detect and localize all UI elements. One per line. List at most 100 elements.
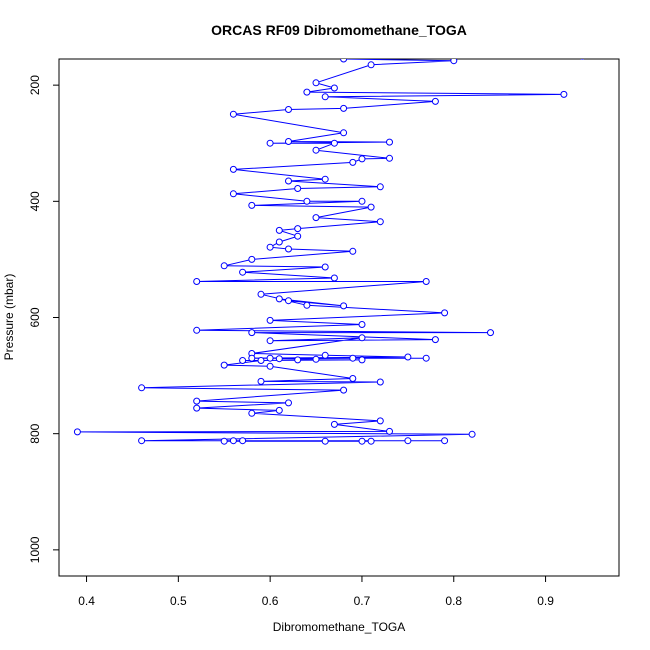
data-point bbox=[248, 409, 256, 417]
data-point bbox=[229, 165, 237, 173]
data-point bbox=[386, 138, 393, 146]
data-point bbox=[266, 139, 274, 147]
chart-title: ORCAS RF09 Dibromomethane_TOGA bbox=[211, 22, 467, 38]
data-point bbox=[441, 309, 449, 317]
data-point bbox=[386, 154, 393, 162]
data-point bbox=[431, 336, 439, 344]
x-tick-label: 0.7 bbox=[354, 594, 371, 608]
y-axis-label: Pressure (mbar) bbox=[2, 274, 16, 361]
data-point bbox=[367, 61, 375, 69]
data-point bbox=[330, 274, 338, 282]
y-tick-label: 600 bbox=[28, 307, 42, 327]
y-axis: 200 400 600 800 1000 bbox=[28, 75, 59, 563]
data-point bbox=[580, 59, 585, 60]
data-point bbox=[239, 437, 247, 445]
data-point bbox=[266, 243, 274, 251]
data-point bbox=[560, 90, 568, 98]
y-tick-label: 200 bbox=[28, 75, 42, 95]
data-point bbox=[312, 79, 320, 87]
data-point bbox=[312, 214, 320, 222]
data-point bbox=[487, 329, 494, 337]
data-point bbox=[275, 295, 283, 303]
data-point bbox=[303, 301, 311, 309]
data-series bbox=[73, 59, 585, 445]
y-tick-label: 400 bbox=[28, 191, 42, 211]
data-point bbox=[386, 427, 393, 435]
series-line bbox=[77, 59, 564, 442]
data-point bbox=[257, 377, 265, 385]
data-point bbox=[266, 354, 274, 362]
data-point bbox=[294, 185, 302, 192]
data-point bbox=[358, 437, 366, 445]
data-point bbox=[358, 356, 366, 364]
data-point bbox=[220, 361, 228, 369]
data-point bbox=[220, 262, 228, 270]
x-tick-label: 0.6 bbox=[262, 594, 279, 608]
data-point bbox=[239, 357, 247, 364]
data-point bbox=[376, 378, 384, 386]
data-point bbox=[275, 355, 283, 363]
x-tick-label: 0.8 bbox=[445, 594, 462, 608]
data-point bbox=[340, 386, 348, 394]
data-point bbox=[312, 355, 320, 363]
data-point bbox=[285, 399, 292, 407]
data-point bbox=[367, 437, 375, 445]
data-point bbox=[376, 417, 384, 425]
data-point bbox=[330, 420, 338, 428]
data-point bbox=[257, 290, 265, 298]
data-point bbox=[294, 356, 302, 364]
data-point bbox=[257, 357, 265, 364]
data-point bbox=[330, 139, 338, 147]
data-point bbox=[248, 255, 256, 263]
data-point bbox=[358, 155, 366, 163]
data-point bbox=[340, 302, 348, 310]
data-point bbox=[275, 406, 283, 414]
data-point bbox=[266, 337, 274, 345]
data-point bbox=[404, 353, 412, 361]
y-tick-label: 1000 bbox=[28, 536, 42, 563]
data-point bbox=[422, 278, 430, 285]
data-point bbox=[193, 278, 201, 285]
data-point bbox=[358, 334, 366, 342]
x-axis-label: Dibromomethane_TOGA bbox=[273, 620, 406, 634]
data-point bbox=[321, 263, 329, 271]
data-point bbox=[340, 104, 348, 112]
data-point bbox=[404, 437, 412, 445]
data-point bbox=[220, 437, 228, 445]
data-point bbox=[330, 84, 338, 92]
data-point bbox=[376, 218, 384, 226]
data-point bbox=[321, 175, 329, 183]
data-point bbox=[193, 397, 201, 405]
data-point bbox=[349, 247, 357, 255]
data-point bbox=[349, 375, 357, 382]
data-point bbox=[321, 93, 329, 101]
data-point bbox=[340, 129, 348, 137]
data-point bbox=[294, 225, 302, 233]
data-point bbox=[275, 238, 283, 246]
data-point bbox=[441, 437, 449, 445]
data-point bbox=[193, 404, 201, 412]
data-point bbox=[229, 437, 237, 445]
data-point bbox=[321, 437, 329, 445]
data-point bbox=[285, 297, 292, 305]
data-point bbox=[248, 201, 256, 209]
x-tick-label: 0.9 bbox=[537, 594, 554, 608]
data-point bbox=[468, 430, 476, 438]
data-point bbox=[303, 88, 311, 96]
data-point bbox=[138, 437, 146, 445]
data-point bbox=[358, 321, 366, 328]
data-point bbox=[285, 177, 292, 185]
data-point bbox=[376, 183, 384, 191]
data-point bbox=[285, 138, 292, 145]
data-point bbox=[431, 97, 439, 105]
x-tick-label: 0.5 bbox=[170, 594, 187, 608]
data-point bbox=[340, 59, 348, 63]
data-point bbox=[138, 384, 146, 392]
data-point bbox=[248, 329, 256, 337]
data-point bbox=[312, 146, 320, 154]
data-point bbox=[229, 190, 237, 198]
data-point bbox=[367, 203, 375, 211]
data-point bbox=[239, 268, 247, 276]
data-point bbox=[422, 354, 430, 362]
